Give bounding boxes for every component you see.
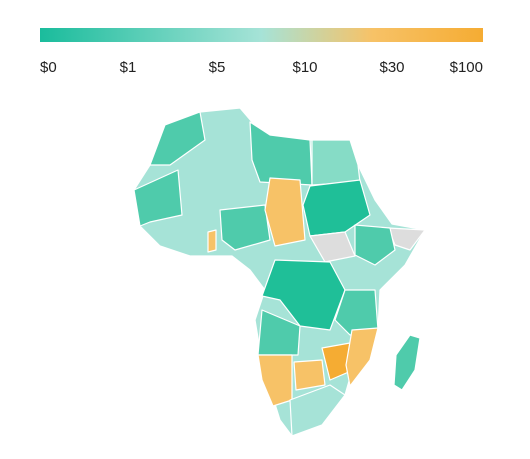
- legend-label: $30: [379, 59, 404, 76]
- country: [261, 259, 346, 331]
- madagascar: [393, 334, 421, 391]
- country: [133, 169, 183, 227]
- country: [149, 111, 206, 166]
- country: [311, 139, 361, 186]
- legend-label: $5: [209, 59, 226, 76]
- legend-label: $0: [40, 59, 57, 76]
- legend-label: $10: [292, 59, 317, 76]
- country: [249, 121, 313, 186]
- legend: $0 $1 $5 $10 $30 $100: [40, 59, 483, 76]
- country: [354, 224, 396, 266]
- country: [345, 327, 379, 387]
- legend-label: $1: [120, 59, 137, 76]
- country: [219, 204, 271, 251]
- country: [207, 229, 217, 253]
- legend-label: $100: [450, 59, 483, 76]
- legend-gradient: [40, 28, 483, 42]
- country: [289, 384, 346, 437]
- country: [309, 231, 356, 263]
- country: [257, 354, 293, 407]
- africa-map: [133, 107, 426, 437]
- country: [264, 177, 306, 247]
- country: [293, 359, 326, 391]
- country: [257, 309, 301, 356]
